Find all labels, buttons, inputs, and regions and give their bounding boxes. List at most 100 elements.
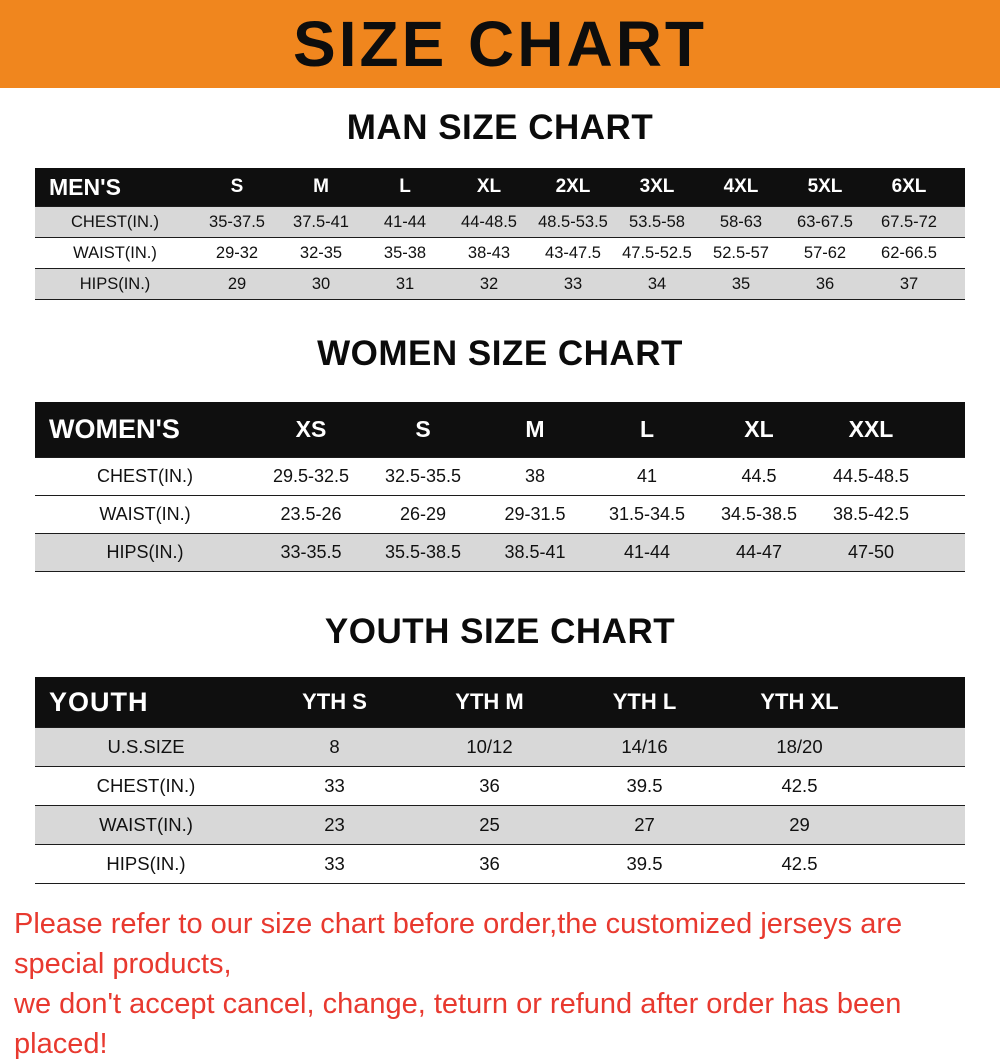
women-waist-row: WAIST(IN.) 23.5-26 26-29 29-31.5 31.5-34… xyxy=(35,495,965,533)
cell: 42.5 xyxy=(781,775,818,796)
cell: 29.5-32.5 xyxy=(272,466,350,486)
cell: 29 xyxy=(789,814,810,835)
cell: 48.5-53.5 xyxy=(538,212,608,231)
cell: 38-43 xyxy=(467,243,511,262)
column-header: S xyxy=(415,416,431,442)
men-size-table: MEN'S S M L XL 2XL 3XL 4XL 5XL 6XL CHEST… xyxy=(35,168,965,300)
cell: 63-67.5 xyxy=(797,212,853,231)
cell: 14/16 xyxy=(621,736,668,757)
row-label: CHEST(IN.) xyxy=(71,212,159,231)
column-header: S xyxy=(230,176,244,197)
youth-section-title: YOUTH SIZE CHART xyxy=(324,612,676,651)
women-chest-row: CHEST(IN.) 29.5-32.5 32.5-35.5 38 41 44.… xyxy=(35,457,965,495)
cell: 44-48.5 xyxy=(461,212,517,231)
cell: 44-47 xyxy=(735,542,783,562)
women-header-label: WOMEN'S xyxy=(49,414,180,444)
youth-hips-row: HIPS(IN.) 33 36 39.5 42.5 xyxy=(35,844,965,883)
cell: 34 xyxy=(647,274,667,293)
cell: 32 xyxy=(479,274,499,293)
column-header: YTH S xyxy=(302,689,367,714)
youth-header-label: YOUTH xyxy=(49,686,149,717)
cell: 35 xyxy=(731,274,751,293)
cell: 35-38 xyxy=(383,243,427,262)
column-header: YTH L xyxy=(612,689,677,714)
cell: 33 xyxy=(563,274,583,293)
cell: 36 xyxy=(479,775,500,796)
row-label: WAIST(IN.) xyxy=(99,504,191,524)
youth-ussize-row: U.S.SIZE 8 10/12 14/16 18/20 xyxy=(35,727,965,766)
cell: 44.5 xyxy=(741,466,777,486)
cell: 27 xyxy=(634,814,655,835)
cell: 31.5-34.5 xyxy=(608,504,686,524)
cell: 31 xyxy=(395,274,415,293)
men-chest-row: CHEST(IN.) 35-37.5 37.5-41 41-44 44-48.5… xyxy=(35,206,965,237)
youth-table-header-row: YOUTH YTH S YTH M YTH L YTH XL xyxy=(35,677,965,727)
row-label: CHEST(IN.) xyxy=(97,466,193,486)
cell: 29-32 xyxy=(215,243,259,262)
cell: 62-66.5 xyxy=(881,243,937,262)
row-label: HIPS(IN.) xyxy=(79,274,151,293)
column-header: XS xyxy=(295,416,327,442)
men-hips-row: HIPS(IN.) 29 30 31 32 33 34 35 36 37 xyxy=(35,268,965,299)
cell: 37.5-41 xyxy=(293,212,349,231)
cell: 36 xyxy=(479,853,500,874)
cell: 26-29 xyxy=(399,504,447,524)
column-header: M xyxy=(525,416,545,442)
men-section-title: MAN SIZE CHART xyxy=(346,108,654,147)
cell: 41-44 xyxy=(623,542,671,562)
cell: 47.5-52.5 xyxy=(622,243,692,262)
men-section: MAN SIZE CHART MEN'S S M L XL 2XL 3XL 4X… xyxy=(0,108,1000,300)
cell: 35.5-38.5 xyxy=(384,542,462,562)
women-section: WOMEN SIZE CHART WOMEN'S XS S M L XL XXL… xyxy=(0,334,1000,572)
cell: 53.5-58 xyxy=(629,212,685,231)
column-header: L xyxy=(639,416,655,442)
cell: 43-47.5 xyxy=(545,243,601,262)
cell: 41 xyxy=(636,466,658,486)
men-waist-row: WAIST(IN.) 29-32 32-35 35-38 38-43 43-47… xyxy=(35,237,965,268)
cell: 41-44 xyxy=(383,212,427,231)
cell: 38.5-41 xyxy=(504,542,566,562)
row-label: WAIST(IN.) xyxy=(99,814,193,835)
column-header: XL xyxy=(476,176,502,197)
row-label: HIPS(IN.) xyxy=(106,853,186,874)
column-header: 5XL xyxy=(807,176,843,197)
cell: 25 xyxy=(479,814,500,835)
row-label: HIPS(IN.) xyxy=(106,542,184,562)
women-hips-row: HIPS(IN.) 33-35.5 35.5-38.5 38.5-41 41-4… xyxy=(35,533,965,571)
cell: 58-63 xyxy=(719,212,763,231)
cell: 33 xyxy=(324,775,345,796)
men-header-label: MEN'S xyxy=(49,173,121,200)
column-header: 3XL xyxy=(639,176,675,197)
cell: 33 xyxy=(324,853,345,874)
cell: 23 xyxy=(324,814,345,835)
cell: 47-50 xyxy=(847,542,895,562)
column-header: YTH M xyxy=(455,689,524,714)
cell: 8 xyxy=(329,736,340,757)
column-header: 4XL xyxy=(723,176,759,197)
youth-size-table: YOUTH YTH S YTH M YTH L YTH XL U.S.SIZE … xyxy=(35,677,965,884)
cell: 32-35 xyxy=(299,243,343,262)
order-note-line1: Please refer to our size chart before or… xyxy=(14,908,903,980)
cell: 38 xyxy=(524,466,546,486)
cell: 39.5 xyxy=(626,853,663,874)
cell: 44.5-48.5 xyxy=(832,466,910,486)
youth-waist-row: WAIST(IN.) 23 25 27 29 xyxy=(35,805,965,844)
cell: 10/12 xyxy=(466,736,513,757)
column-header: YTH XL xyxy=(760,689,839,714)
cell: 52.5-57 xyxy=(713,243,769,262)
row-label: WAIST(IN.) xyxy=(73,243,157,262)
women-size-table: WOMEN'S XS S M L XL XXL CHEST(IN.) 29.5-… xyxy=(35,402,965,572)
cell: 35-37.5 xyxy=(209,212,265,231)
cell: 33-35.5 xyxy=(280,542,342,562)
youth-section: YOUTH SIZE CHART YOUTH YTH S YTH M YTH L… xyxy=(0,612,1000,884)
youth-chest-row: CHEST(IN.) 33 36 39.5 42.5 xyxy=(35,766,965,805)
order-note: Please refer to our size chart before or… xyxy=(14,904,992,1064)
column-header: 6XL xyxy=(891,176,927,197)
cell: 36 xyxy=(815,274,835,293)
banner-title: SIZE CHART xyxy=(293,8,707,80)
row-label: U.S.SIZE xyxy=(107,736,185,757)
column-header: M xyxy=(313,176,329,197)
cell: 57-62 xyxy=(803,243,847,262)
column-header: XL xyxy=(744,416,774,442)
women-table-header-row: WOMEN'S XS S M L XL XXL xyxy=(35,402,965,457)
